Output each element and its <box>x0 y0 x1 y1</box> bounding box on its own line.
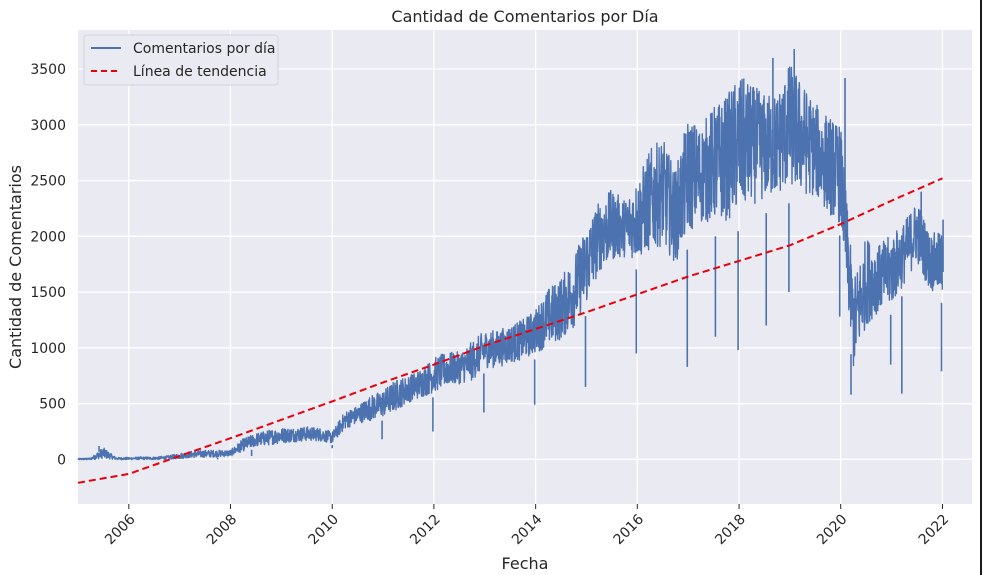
y-tick-label: 3000 <box>30 118 66 134</box>
series-tendencia-line <box>77 177 943 484</box>
x-axis-label: Fecha <box>502 554 549 573</box>
legend: Comentarios por día Línea de tendencia <box>83 34 279 86</box>
grid <box>78 30 972 504</box>
legend-label-tendencia: Línea de tendencia <box>133 64 267 80</box>
legend-box <box>83 34 279 86</box>
x-tick-label: 2016 <box>611 511 648 548</box>
x-tick-label: 2008 <box>204 512 241 549</box>
series-layer <box>77 48 944 484</box>
y-axis-label: Cantidad de Comentarios <box>6 165 25 369</box>
legend-label-comentarios: Comentarios por día <box>133 41 276 57</box>
x-tick-label: 2020 <box>814 512 851 549</box>
y-tick-label: 1000 <box>30 341 66 357</box>
series-comentarios-line <box>77 66 943 461</box>
x-tick-label: 2012 <box>407 512 444 549</box>
y-tick-label: 3500 <box>30 62 66 78</box>
plot-background <box>78 30 972 504</box>
x-tick-label: 2006 <box>102 511 139 548</box>
y-tick-label: 1500 <box>30 285 66 301</box>
y-tick-label: 0 <box>57 452 66 468</box>
x-tick-label: 2014 <box>509 511 546 548</box>
x-tick-label: 2018 <box>712 512 749 549</box>
x-tick-label: 2022 <box>916 512 953 549</box>
y-tick-label: 2500 <box>30 174 66 190</box>
y-tick-label: 2000 <box>30 229 66 245</box>
chart-title: Cantidad de Comentarios por Día <box>391 7 658 26</box>
y-tick-label: 500 <box>39 397 66 413</box>
x-tick-label: 2010 <box>306 512 343 549</box>
window-edge <box>980 0 982 575</box>
